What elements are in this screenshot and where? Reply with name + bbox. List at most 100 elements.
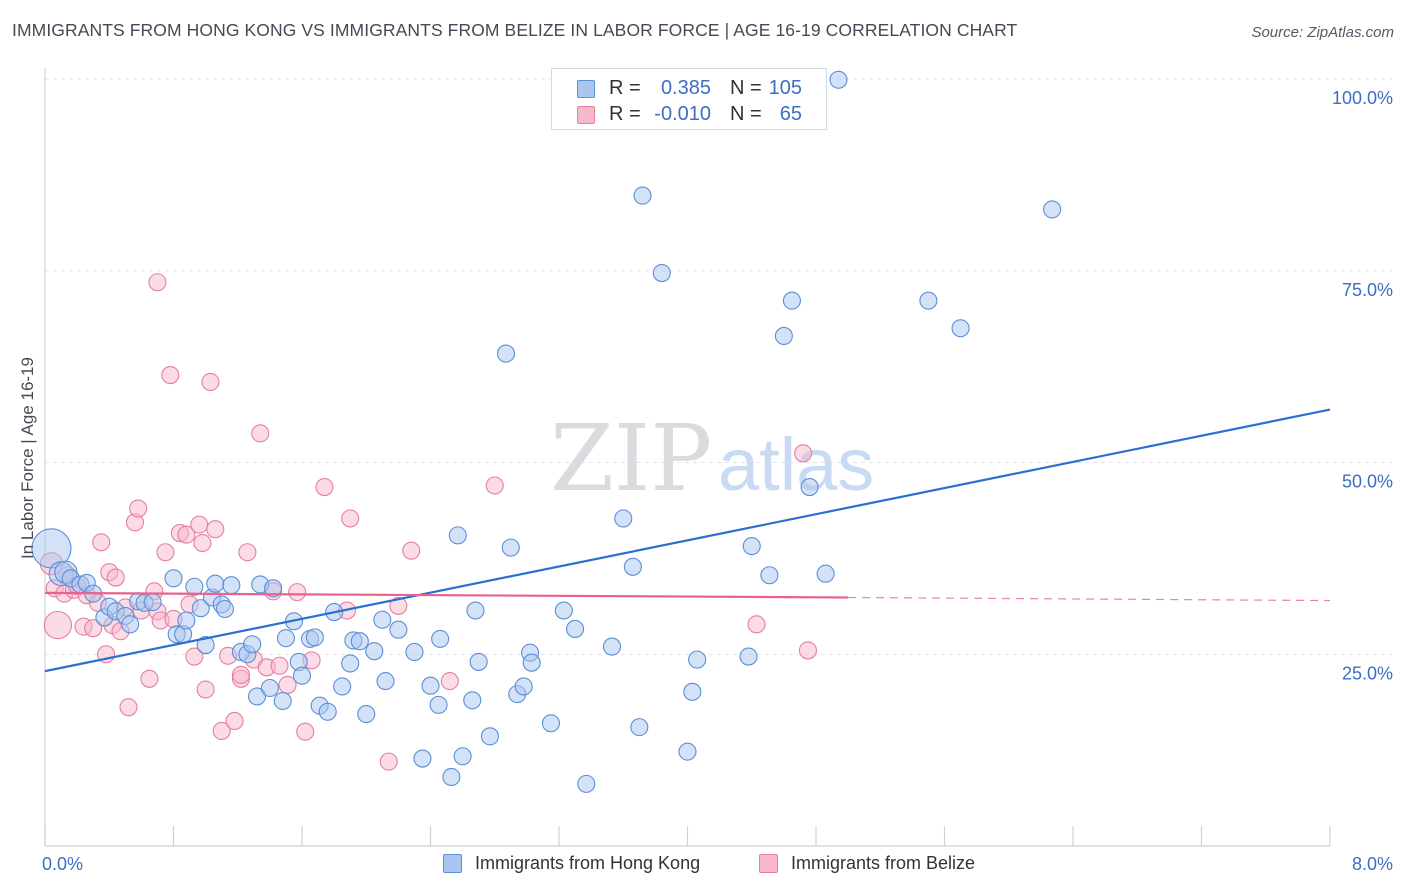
point-hong-kong bbox=[514, 677, 533, 696]
point-hong-kong bbox=[185, 577, 204, 596]
legend-label-belize: Immigrants from Belize bbox=[791, 853, 976, 873]
point-hong-kong bbox=[376, 672, 395, 691]
point-belize bbox=[794, 444, 813, 463]
point-hong-kong bbox=[678, 742, 697, 761]
point-belize bbox=[315, 477, 334, 497]
y-tick-label: 100.0% bbox=[1332, 88, 1393, 108]
chart-title: IMMIGRANTS FROM HONG KONG VS IMMIGRANTS … bbox=[12, 20, 1018, 40]
point-hong-kong bbox=[1043, 200, 1062, 219]
trend-lines bbox=[44, 408, 1331, 673]
point-belize bbox=[288, 583, 307, 602]
point-belize bbox=[278, 675, 297, 694]
point-belize bbox=[225, 711, 244, 731]
point-belize bbox=[140, 669, 159, 688]
legend-n-value: 65 bbox=[779, 103, 802, 125]
point-hong-kong bbox=[466, 601, 485, 620]
series-legend: Immigrants from Hong Kong Immigrants fro… bbox=[0, 851, 1406, 877]
point-belize bbox=[206, 520, 225, 539]
point-belize bbox=[270, 656, 289, 675]
point-hong-kong bbox=[496, 344, 516, 363]
point-belize bbox=[177, 525, 196, 544]
point-hong-kong bbox=[554, 601, 573, 620]
y-axis-label: In Labor Force | Age 16-19 bbox=[18, 357, 37, 559]
point-hong-kong bbox=[501, 538, 520, 557]
axes bbox=[44, 68, 1331, 847]
point-hong-kong bbox=[566, 619, 585, 638]
point-belize bbox=[196, 680, 215, 699]
point-hong-kong bbox=[782, 291, 801, 310]
point-belize bbox=[185, 647, 204, 666]
point-hong-kong bbox=[652, 264, 671, 283]
y-tick-label: 75.0% bbox=[1342, 280, 1393, 300]
point-hong-kong bbox=[541, 714, 561, 733]
point-belize bbox=[402, 541, 421, 560]
watermark: ZIP atlas bbox=[550, 405, 874, 512]
point-hong-kong bbox=[951, 319, 970, 338]
point-hong-kong bbox=[196, 635, 215, 655]
point-belize bbox=[148, 273, 167, 292]
legend-row-belize: R = -0.010 N = 65 bbox=[552, 101, 826, 127]
point-belize bbox=[798, 641, 818, 660]
point-hong-kong bbox=[919, 291, 938, 310]
point-hong-kong bbox=[177, 611, 196, 630]
point-hong-kong bbox=[469, 652, 488, 671]
point-hong-kong bbox=[350, 632, 369, 651]
point-hong-kong bbox=[633, 186, 652, 205]
point-hong-kong bbox=[448, 526, 467, 545]
point-belize bbox=[296, 722, 315, 741]
point-hong-kong bbox=[739, 647, 758, 666]
gridlines bbox=[45, 78, 1392, 655]
point-hong-kong bbox=[688, 650, 707, 669]
point-hong-kong bbox=[614, 509, 633, 528]
point-hong-kong bbox=[742, 537, 761, 556]
point-hong-kong bbox=[453, 747, 472, 766]
legend-swatch-blue bbox=[577, 80, 595, 98]
point-belize bbox=[106, 568, 125, 587]
series-hong-kong-points bbox=[31, 70, 1062, 793]
point-hong-kong bbox=[292, 666, 312, 685]
point-hong-kong bbox=[164, 569, 183, 588]
legend-n-value: 105 bbox=[768, 77, 802, 99]
legend-r-label: R = bbox=[609, 103, 641, 125]
x-tick-label: 0.0% bbox=[42, 854, 83, 874]
point-hong-kong bbox=[273, 691, 292, 711]
point-hong-kong bbox=[341, 654, 360, 673]
point-hong-kong bbox=[222, 576, 241, 595]
legend-swatch-pink bbox=[759, 854, 778, 873]
point-hong-kong bbox=[463, 691, 482, 710]
point-belize bbox=[440, 672, 459, 691]
legend-label-hong-kong: Immigrants from Hong Kong bbox=[475, 853, 701, 873]
trend-line-belize-extension bbox=[848, 596, 1331, 602]
point-belize bbox=[238, 543, 257, 562]
point-belize bbox=[156, 543, 175, 562]
legend-n-label: N = bbox=[730, 103, 762, 125]
point-hong-kong bbox=[318, 702, 337, 721]
point-hong-kong bbox=[774, 326, 793, 345]
point-belize bbox=[341, 509, 360, 528]
point-hong-kong bbox=[247, 687, 267, 706]
point-belize bbox=[129, 499, 148, 518]
point-belize bbox=[190, 515, 209, 534]
point-belize bbox=[251, 424, 270, 443]
point-hong-kong bbox=[215, 599, 234, 619]
point-belize bbox=[231, 665, 251, 685]
point-hong-kong bbox=[365, 642, 384, 661]
point-hong-kong bbox=[800, 477, 819, 497]
point-belize bbox=[119, 698, 138, 717]
point-belize bbox=[84, 619, 103, 638]
point-hong-kong bbox=[413, 749, 432, 768]
trend-line-hong-kong bbox=[44, 408, 1331, 673]
y-tick-label: 25.0% bbox=[1342, 663, 1393, 683]
point-belize bbox=[92, 533, 111, 552]
point-hong-kong bbox=[429, 695, 448, 714]
correlation-legend: R = 0.385 N = 105 R = -0.010 N = 65 bbox=[551, 68, 827, 130]
x-tick-label: 8.0% bbox=[1352, 854, 1393, 874]
point-belize bbox=[389, 596, 408, 615]
point-hong-kong bbox=[264, 579, 283, 598]
legend-r-label: R = bbox=[609, 77, 641, 99]
point-belize bbox=[43, 610, 73, 640]
point-hong-kong bbox=[143, 593, 162, 612]
point-hong-kong bbox=[405, 642, 424, 661]
point-hong-kong bbox=[373, 610, 392, 629]
